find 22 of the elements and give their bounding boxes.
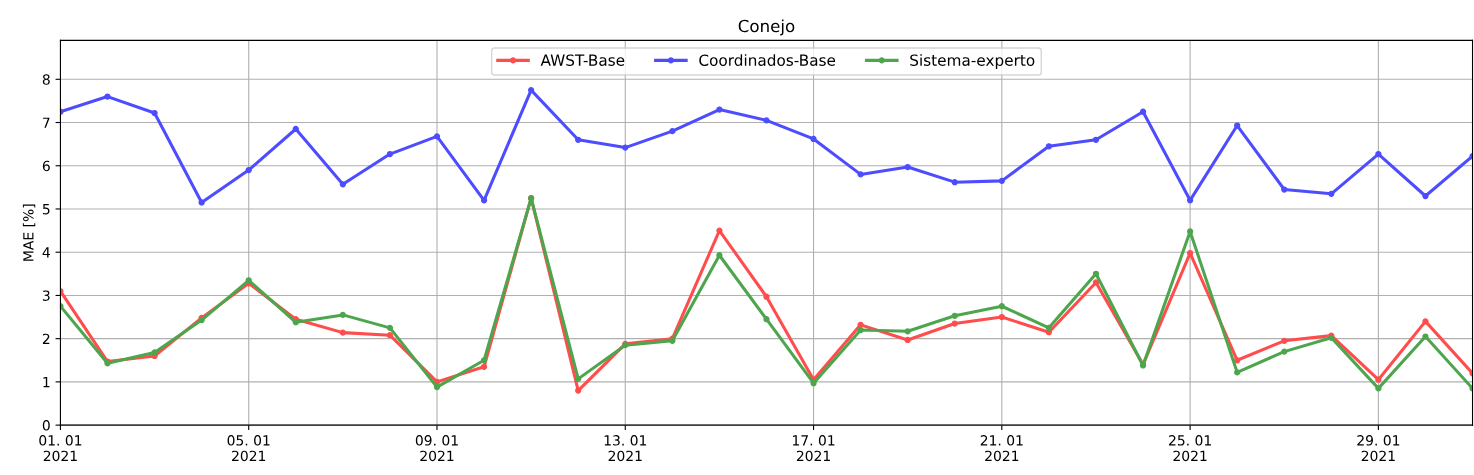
x-tick-label: 25. 01 2021 xyxy=(1169,435,1211,462)
y-tick-label: 2 xyxy=(42,333,50,344)
x-tick-label: 21. 01 2021 xyxy=(980,435,1023,462)
chart-title: Conejo xyxy=(738,19,795,36)
y-axis-title: MAE [%] xyxy=(22,204,36,261)
y-tick-label: 4 xyxy=(42,247,50,258)
legend-label: Coordinados-Base xyxy=(699,54,836,66)
y-tick-label: 5 xyxy=(42,204,50,215)
x-tick-label: 13. 01 2021 xyxy=(604,435,647,462)
x-tick-label: 01. 01 2021 xyxy=(39,435,82,462)
legend-label: Sistema-experto xyxy=(910,54,1035,69)
y-tick-label: 6 xyxy=(42,160,50,172)
x-tick-label: 17. 01 2021 xyxy=(792,435,835,462)
y-tick-label: 1 xyxy=(43,377,50,388)
y-tick-label: 0 xyxy=(42,420,50,431)
x-tick-label: 29. 01 2021 xyxy=(1357,435,1400,462)
x-tick-label: 05. 01 2021 xyxy=(227,435,270,462)
y-tick-label: 7 xyxy=(43,117,50,128)
legend-label: AWST-Base xyxy=(540,54,625,66)
x-tick-label: 09. 01 2021 xyxy=(415,435,458,462)
y-tick-label: 8 xyxy=(42,74,50,85)
y-tick-label: 3 xyxy=(42,290,50,301)
